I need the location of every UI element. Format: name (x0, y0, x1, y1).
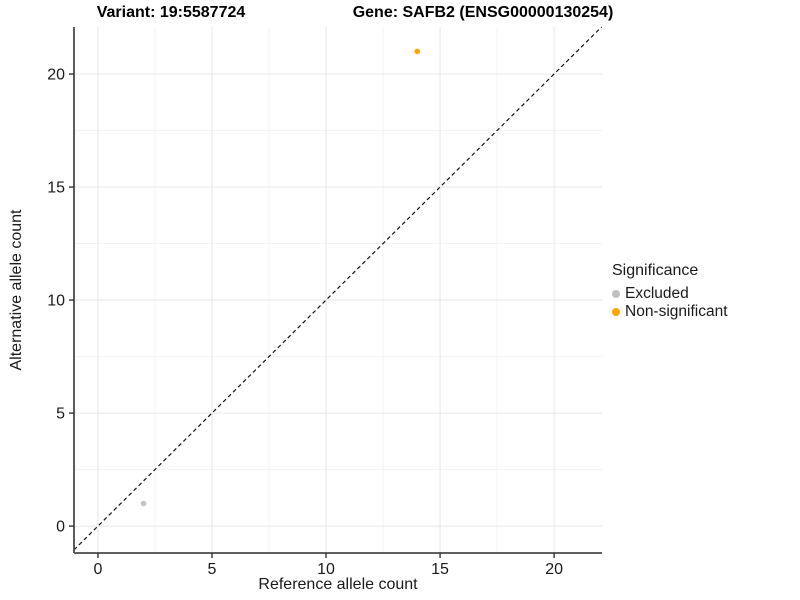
data-point-excluded (140, 500, 147, 507)
x-tick-label: 20 (545, 561, 563, 578)
y-axis-title: Alternative allele count (8, 209, 25, 371)
x-tick-label: 10 (317, 561, 335, 578)
identity-dashed-line (73, 26, 602, 551)
legend-item-excluded: Excluded (612, 285, 728, 303)
gene-title: Gene: SAFB2 (ENSG00000130254) (352, 4, 614, 21)
y-tick-label: 5 (56, 406, 65, 423)
non-significant-marker-icon (612, 308, 620, 316)
legend-title: Significance (612, 262, 699, 279)
y-tick-label: 0 (56, 519, 65, 536)
data-point-non-significant (414, 48, 421, 55)
y-tick-label: 20 (47, 67, 65, 84)
x-tick-label: 15 (431, 561, 449, 578)
x-axis-title: Reference allele count (258, 576, 418, 593)
legend-item-label: Excluded (625, 285, 689, 302)
y-tick-label: 15 (47, 180, 65, 197)
legend-item-label: Non-significant (625, 303, 728, 320)
variant-title: Variant: 19:5587724 (96, 4, 246, 21)
legend-item-non-significant: Non-significant (612, 303, 728, 321)
x-tick-label: 0 (93, 561, 102, 578)
y-tick-label: 10 (47, 293, 65, 310)
significance-legend: Significance Excluded Non-significant (612, 262, 728, 321)
x-tick-label: 5 (208, 561, 217, 578)
excluded-marker-icon (612, 290, 620, 298)
